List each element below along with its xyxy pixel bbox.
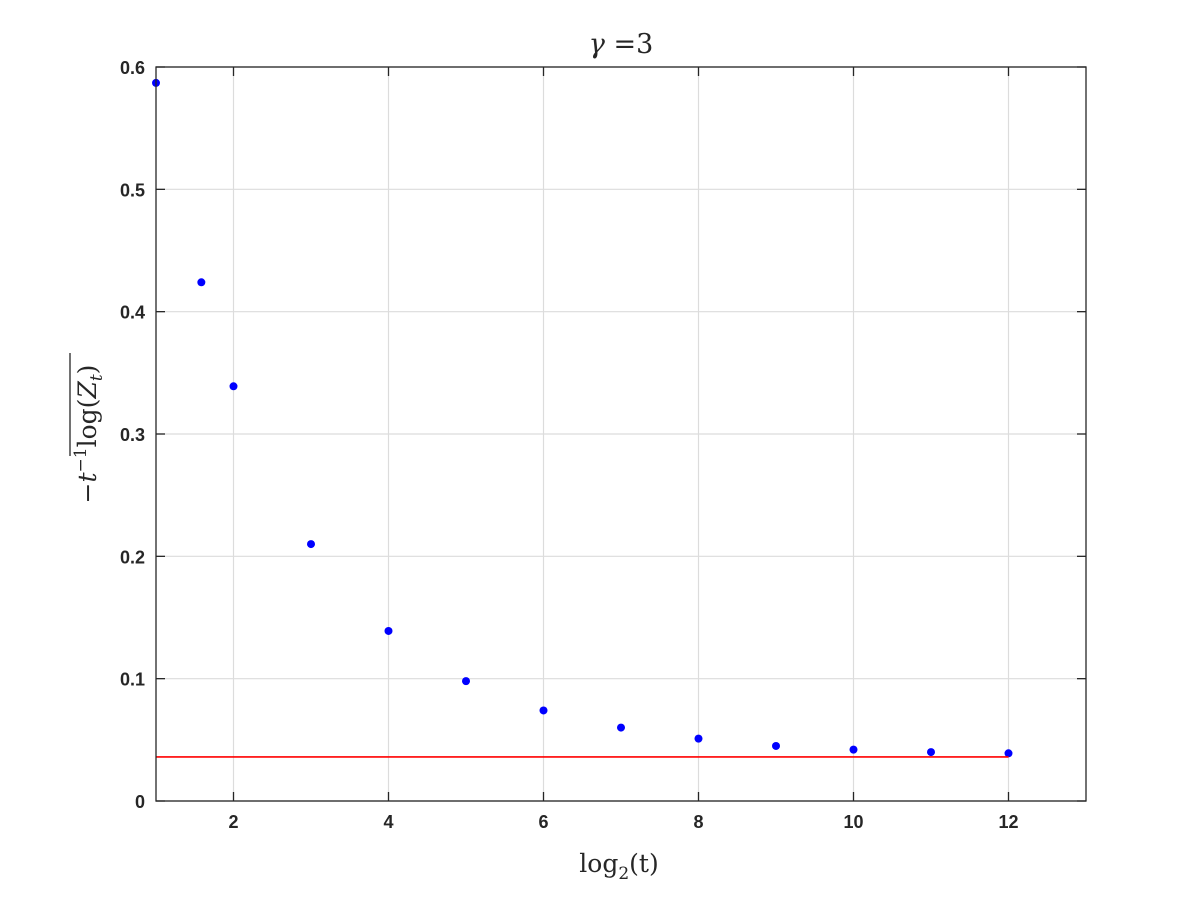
- x-tick-label: 4: [383, 812, 393, 832]
- x-axis-label: log2(t): [579, 849, 658, 884]
- data-point: [462, 677, 470, 686]
- tick-labels: 2 4 6 8 10 12 0 0.1 0.2 0.3 0.4 0.5 0.6: [120, 58, 1019, 832]
- svg-text:−t−1log(Zt): −t−1log(Zt): [71, 365, 107, 504]
- data-point: [307, 540, 315, 549]
- x-tick-label: 12: [998, 812, 1018, 832]
- data-point: [927, 748, 935, 757]
- x-tick-label: 2: [228, 812, 238, 832]
- data-point: [384, 626, 393, 635]
- data-point: [539, 706, 548, 715]
- data-point: [849, 745, 858, 754]
- data-point: [772, 741, 780, 750]
- y-tick-label: 0.4: [120, 303, 145, 323]
- chart-title: γ =3: [589, 29, 654, 60]
- data-point: [617, 723, 625, 732]
- y-tick-label: 0.6: [120, 58, 145, 78]
- y-tick-label: 0.5: [120, 180, 145, 200]
- y-tick-label: 0.3: [120, 425, 145, 445]
- data-point: [694, 734, 703, 743]
- y-axis-label: −t−1log(Zt): [69, 353, 107, 504]
- x-tick-label: 8: [693, 812, 703, 832]
- y-tick-label: 0.1: [120, 670, 145, 690]
- x-tick-label: 10: [843, 812, 863, 832]
- y-tick-label: 0: [135, 792, 145, 812]
- data-point: [1004, 749, 1013, 758]
- y-tick-label: 0.2: [120, 547, 145, 567]
- ticks: [156, 66, 1086, 802]
- data-point: [197, 278, 206, 287]
- data-point: [229, 382, 238, 391]
- x-tick-label: 6: [538, 812, 548, 832]
- series-layer: [152, 78, 1013, 758]
